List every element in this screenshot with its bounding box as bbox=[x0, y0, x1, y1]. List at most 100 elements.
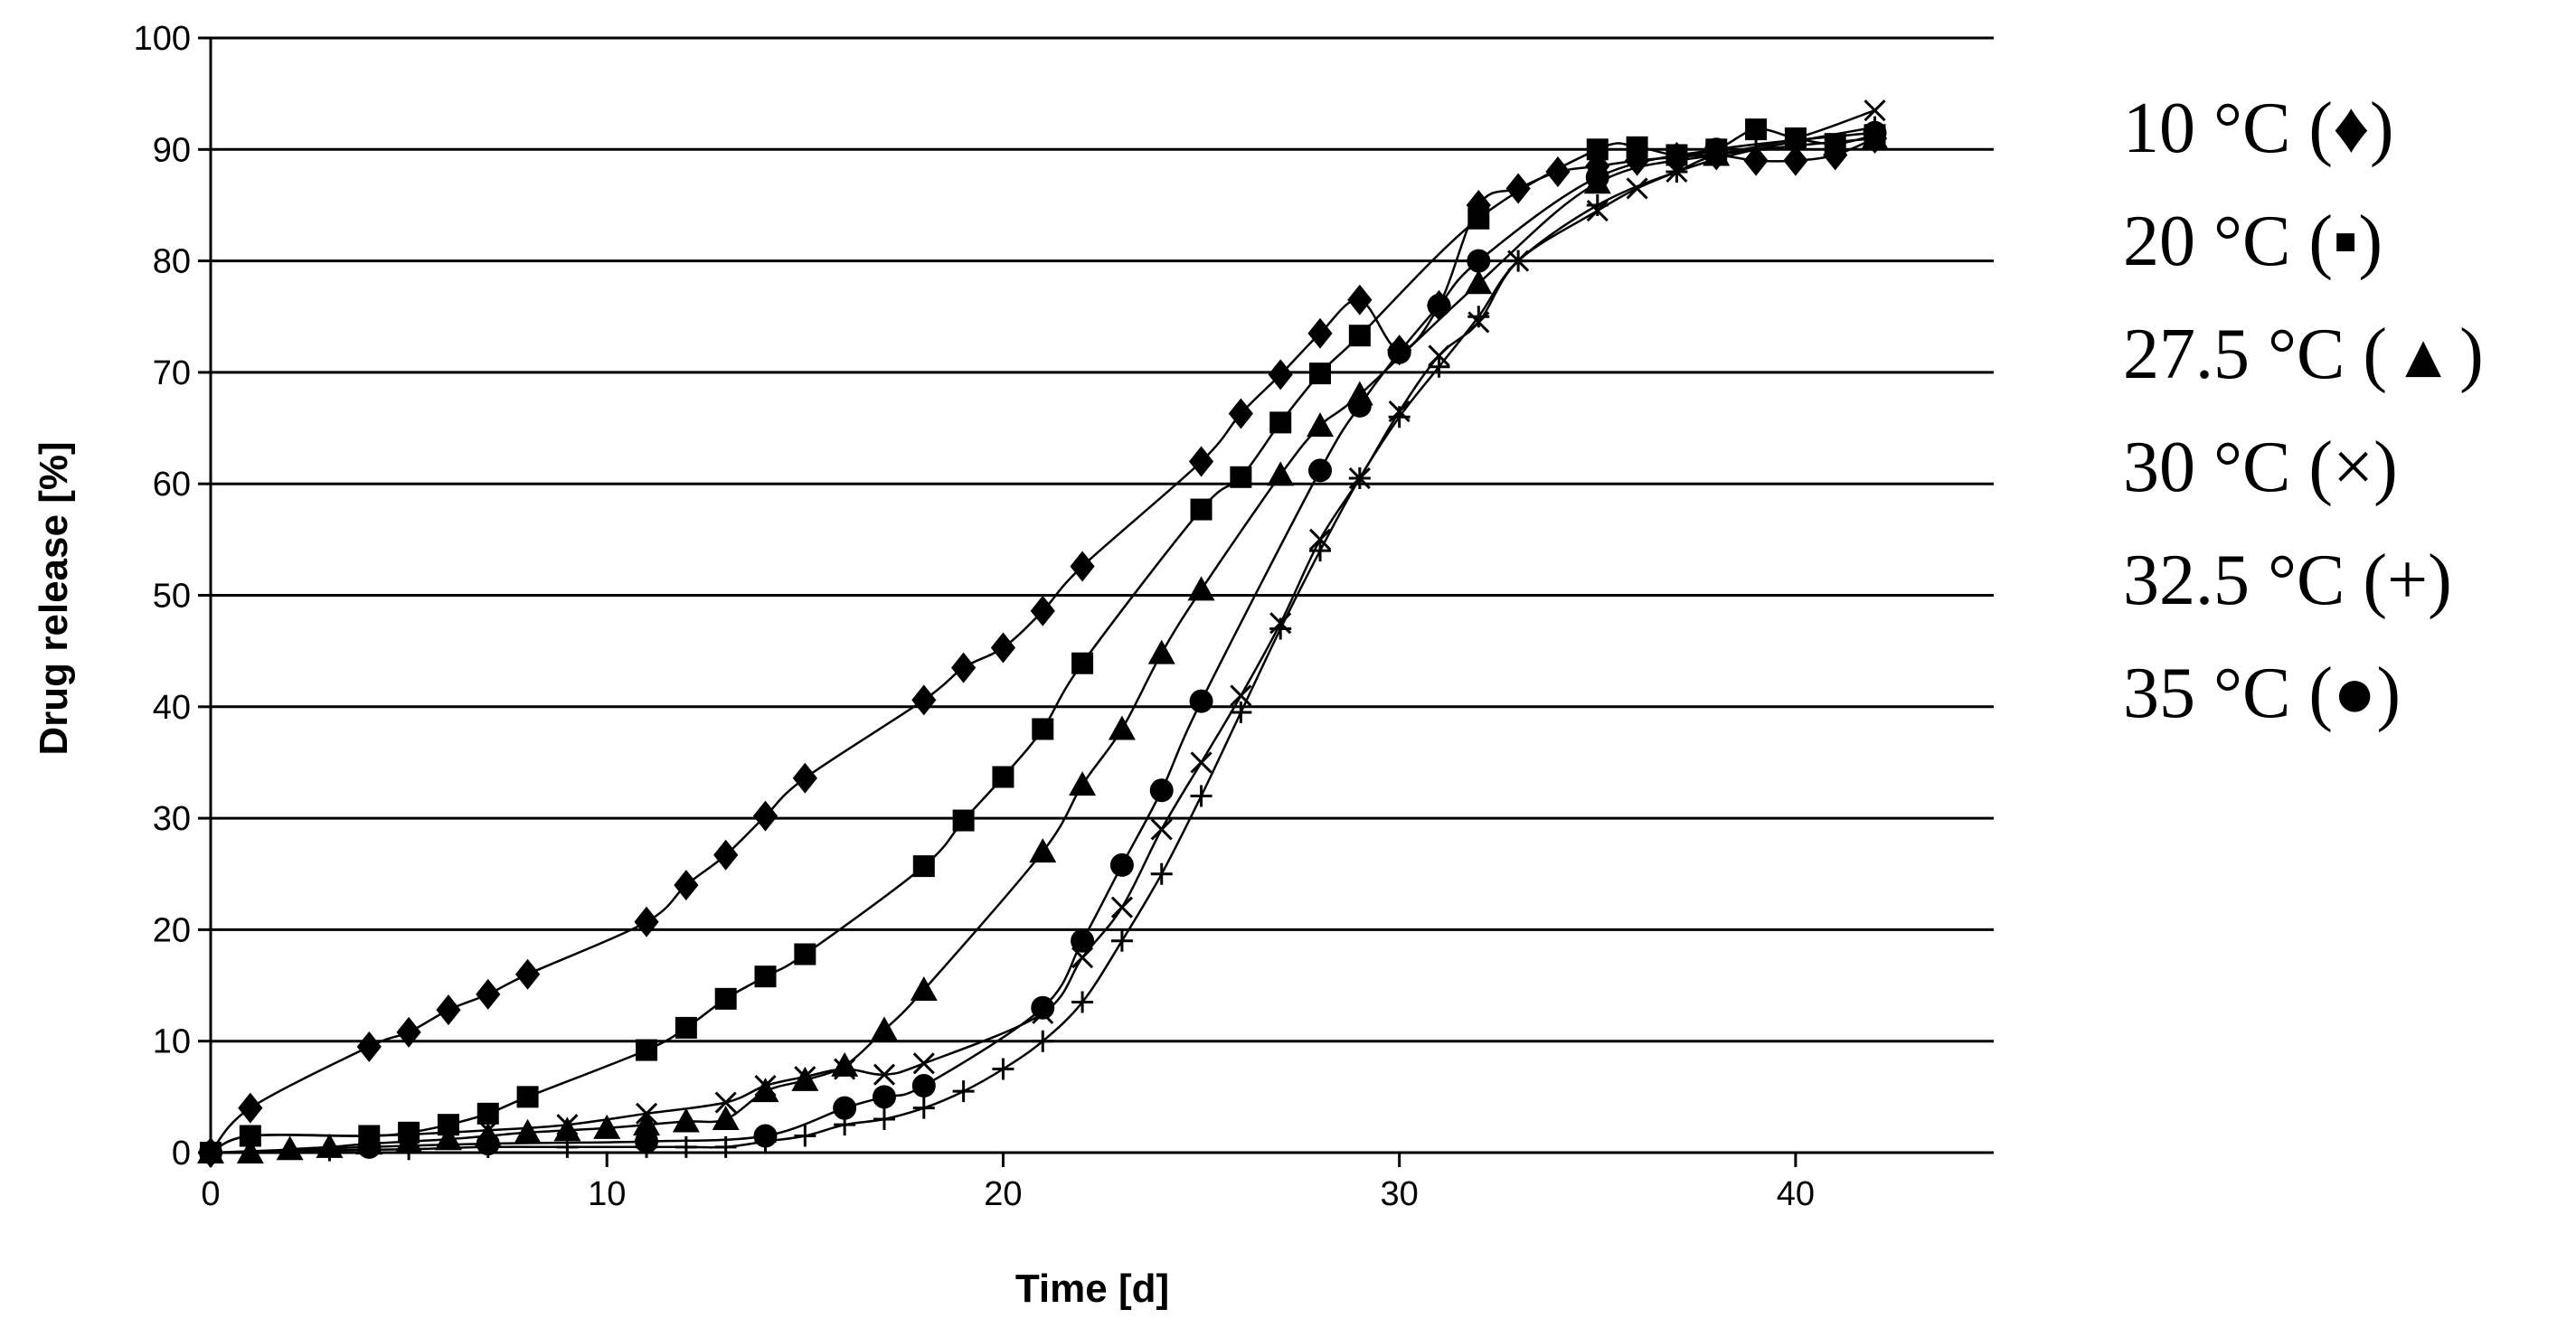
y-tick-label: 30 bbox=[153, 800, 191, 838]
data-point-x bbox=[1864, 99, 1886, 122]
data-point-x bbox=[873, 1063, 896, 1086]
data-point-diamond bbox=[1545, 155, 1571, 187]
data-point-triangle bbox=[514, 1118, 542, 1144]
data-point-plus bbox=[1507, 250, 1530, 272]
data-point-diamond bbox=[1783, 145, 1808, 176]
y-tick-label: 60 bbox=[153, 466, 191, 504]
data-point-plus bbox=[1745, 138, 1768, 161]
y-tick-label: 40 bbox=[153, 689, 191, 727]
y-tick-labels: 0 10 20 30 40 50 60 70 80 90 100 bbox=[134, 20, 191, 1173]
data-point-diamond bbox=[752, 800, 778, 832]
data-point-triangle bbox=[276, 1135, 304, 1161]
data-point-plus bbox=[1071, 991, 1094, 1013]
data-point-triangle bbox=[1069, 771, 1097, 796]
legend-entry: 32.5 °C (+) bbox=[2123, 541, 2452, 620]
y-tick-label: 100 bbox=[134, 20, 191, 58]
data-point-diamond bbox=[1070, 551, 1095, 582]
data-point-square bbox=[1269, 411, 1292, 434]
data-point-plus bbox=[873, 1108, 895, 1131]
data-point-triangle bbox=[1029, 838, 1057, 863]
data-point-triangle bbox=[672, 1107, 700, 1133]
data-point-plus bbox=[714, 1135, 737, 1158]
y-tick-label: 70 bbox=[153, 354, 191, 392]
data-point-square bbox=[1032, 718, 1054, 740]
data-point-square bbox=[1824, 133, 1846, 155]
y-tick-label: 50 bbox=[153, 578, 191, 616]
data-point-plus bbox=[992, 1058, 1014, 1080]
data-point-plus bbox=[1269, 617, 1292, 640]
data-point-plus bbox=[1309, 540, 1332, 562]
y-tick-label: 90 bbox=[153, 131, 191, 169]
data-point-triangle bbox=[553, 1116, 581, 1142]
data-point-x bbox=[1626, 177, 1648, 200]
data-point-x bbox=[1428, 344, 1450, 367]
data-point-circle bbox=[872, 1085, 896, 1109]
data-point-square bbox=[1626, 136, 1648, 158]
data-point-diamond bbox=[990, 632, 1016, 664]
legend-entry: 30 °C (×) bbox=[2123, 428, 2398, 507]
data-point-diamond bbox=[792, 762, 817, 794]
data-point-diamond bbox=[1307, 317, 1333, 349]
x-axis-label: Time [d] bbox=[1015, 1267, 1169, 1311]
data-point-circle bbox=[1387, 340, 1411, 364]
x-tick-labels: 0 10 20 30 40 bbox=[201, 1175, 1815, 1213]
data-point-diamond bbox=[1228, 398, 1253, 429]
data-point-circle bbox=[1347, 393, 1372, 418]
data-point-plus bbox=[794, 1125, 816, 1147]
data-point-plus bbox=[1150, 862, 1173, 885]
data-point-circle bbox=[1031, 995, 1055, 1020]
series-markers bbox=[197, 99, 1889, 1168]
grid-lines bbox=[211, 36, 1994, 1043]
data-point-square bbox=[1230, 466, 1252, 488]
data-point-diamond bbox=[1743, 145, 1769, 176]
data-point-square bbox=[754, 965, 777, 988]
data-point-diamond bbox=[713, 839, 739, 871]
data-point-triangle bbox=[870, 1016, 898, 1041]
data-point-triangle bbox=[910, 975, 938, 1001]
data-point-x bbox=[556, 1114, 579, 1136]
data-point-diamond bbox=[634, 906, 659, 937]
data-point-square bbox=[477, 1102, 499, 1125]
data-point-plus bbox=[1388, 406, 1411, 429]
data-point-plus bbox=[1032, 1030, 1054, 1052]
data-point-x bbox=[714, 1091, 737, 1114]
data-point-diamond bbox=[1188, 446, 1214, 477]
data-point-square bbox=[794, 943, 816, 965]
data-point-plus bbox=[1230, 701, 1252, 723]
data-point-diamond bbox=[1268, 359, 1293, 391]
data-point-plus bbox=[1428, 355, 1450, 378]
data-point-square bbox=[912, 855, 935, 878]
data-point-triangle bbox=[633, 1111, 661, 1136]
data-point-circle bbox=[1149, 778, 1174, 803]
data-point-square bbox=[1309, 363, 1332, 385]
legend-entry: 20 °C (▪) bbox=[2123, 202, 2383, 281]
data-point-square bbox=[516, 1086, 539, 1108]
data-point-plus bbox=[675, 1135, 697, 1158]
data-point-circle bbox=[753, 1124, 778, 1148]
data-point-square bbox=[1586, 138, 1609, 161]
data-point-plus bbox=[556, 1135, 579, 1158]
data-point-x bbox=[794, 1066, 816, 1088]
x-tick-label: 0 bbox=[201, 1175, 220, 1213]
data-point-square bbox=[992, 766, 1014, 788]
x-tick-label: 10 bbox=[588, 1175, 626, 1213]
y-tick-label: 20 bbox=[153, 911, 191, 949]
data-point-circle bbox=[1863, 120, 1887, 145]
data-point-plus bbox=[1110, 929, 1133, 952]
data-point-x bbox=[1784, 127, 1807, 150]
x-tick-label: 30 bbox=[1381, 1175, 1419, 1213]
data-point-circle bbox=[1704, 137, 1729, 162]
data-point-triangle bbox=[1108, 715, 1136, 740]
data-point-plus bbox=[1665, 160, 1688, 183]
data-point-triangle bbox=[1147, 639, 1175, 664]
data-point-square bbox=[675, 1016, 697, 1039]
data-point-diamond bbox=[1030, 595, 1055, 626]
data-point-circle bbox=[833, 1096, 857, 1120]
data-point-plus bbox=[239, 1142, 261, 1163]
data-point-x bbox=[912, 1052, 935, 1075]
data-point-x bbox=[1190, 751, 1213, 774]
data-point-square bbox=[1467, 207, 1490, 230]
data-point-x bbox=[834, 1058, 856, 1080]
data-point-circle bbox=[357, 1135, 382, 1159]
